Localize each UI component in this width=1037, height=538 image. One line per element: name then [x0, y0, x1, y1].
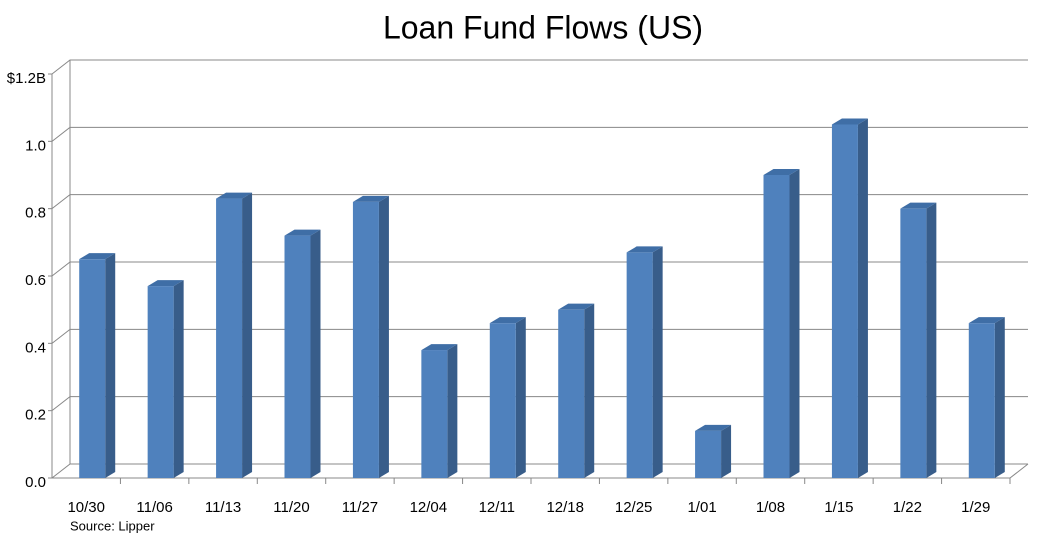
- bar-front: [352, 201, 379, 478]
- bar-top: [763, 169, 800, 175]
- bar-front: [763, 175, 790, 478]
- bar-front: [626, 252, 653, 478]
- bar: [626, 246, 663, 478]
- x-tick-label: 11/13: [205, 499, 241, 516]
- y-tick-label: 0.6: [25, 272, 46, 289]
- bar: [147, 280, 184, 478]
- bar-side: [584, 303, 595, 478]
- bar-top: [626, 246, 663, 253]
- bar-top: [900, 202, 937, 209]
- x-tick-label: 1/29: [961, 499, 990, 516]
- floor: [52, 463, 1029, 479]
- bar-top: [558, 303, 595, 310]
- bar-side: [721, 424, 732, 478]
- bar-front: [284, 235, 311, 478]
- y-tick-label: 0.8: [25, 205, 46, 222]
- chart-title: Loan Fund Flows (US): [383, 9, 703, 45]
- x-tick-label: 1/08: [756, 499, 785, 516]
- bar-front: [147, 286, 174, 478]
- bar: [695, 424, 732, 478]
- bar-side: [789, 169, 800, 478]
- bar-top: [831, 118, 868, 125]
- bar-top: [284, 229, 321, 236]
- x-tick-label: 12/25: [615, 499, 653, 516]
- bar: [489, 317, 526, 478]
- bar-front: [421, 350, 448, 478]
- bar-front: [79, 259, 106, 478]
- bar: [831, 118, 868, 478]
- bar-side: [173, 280, 184, 478]
- bar: [216, 192, 253, 479]
- bar-side: [310, 229, 321, 478]
- bar-front: [900, 208, 927, 478]
- y-tick-label: $1.2B: [7, 70, 46, 87]
- bar-side: [994, 317, 1005, 478]
- source-note: Source: Lipper: [70, 518, 155, 533]
- bar-side: [105, 253, 116, 478]
- bar-side: [378, 195, 389, 478]
- x-tick-label: 1/01: [687, 499, 716, 516]
- bar-side: [515, 317, 526, 478]
- bar: [352, 195, 389, 478]
- x-tick-label: 11/06: [136, 499, 172, 516]
- grid-line: [51, 194, 1028, 210]
- bar: [900, 202, 937, 478]
- grid-line: [51, 126, 1028, 142]
- bar-side: [652, 246, 663, 478]
- y-tick-label: 0.4: [25, 339, 46, 356]
- bar-front: [489, 323, 516, 478]
- bar-top: [421, 344, 458, 351]
- bar-side: [242, 192, 253, 479]
- bar-top: [489, 317, 526, 324]
- bar: [284, 229, 321, 478]
- bar: [421, 344, 458, 478]
- bar: [558, 303, 595, 478]
- x-tick-label: 12/18: [546, 499, 584, 516]
- bar-top: [216, 192, 253, 199]
- bar-side: [857, 118, 868, 478]
- bar-top: [352, 195, 389, 202]
- bar-front: [695, 430, 722, 478]
- bar-front: [968, 323, 995, 478]
- x-tick-label: 12/04: [410, 499, 448, 516]
- x-tick-label: 12/11: [479, 499, 515, 516]
- bar-side: [926, 202, 937, 478]
- bar: [79, 253, 116, 478]
- grid-line: [51, 463, 1028, 479]
- y-tick-label: 0.0: [25, 474, 46, 491]
- bar-front: [558, 309, 585, 478]
- grid-line: [51, 328, 1028, 344]
- x-tick-label: 1/15: [824, 499, 853, 516]
- bar-front: [831, 124, 858, 478]
- bar-top: [695, 424, 732, 431]
- grid-line: [51, 261, 1028, 277]
- bar: [968, 317, 1005, 478]
- bar-top: [147, 280, 184, 287]
- bar: [763, 169, 800, 478]
- grid-line: [51, 396, 1028, 412]
- bar-top: [79, 253, 116, 260]
- y-tick-label: 1.0: [25, 137, 46, 154]
- x-tick-label: 11/20: [273, 499, 309, 516]
- x-tick-label: 10/30: [67, 499, 105, 516]
- y-tick-label: 0.2: [25, 407, 46, 424]
- x-tick-label: 11/27: [342, 499, 378, 516]
- x-tick-label: 1/22: [893, 499, 922, 516]
- bar-side: [447, 344, 458, 478]
- bar-front: [216, 198, 243, 479]
- grid-line: [51, 59, 1028, 75]
- bar-top: [968, 317, 1005, 324]
